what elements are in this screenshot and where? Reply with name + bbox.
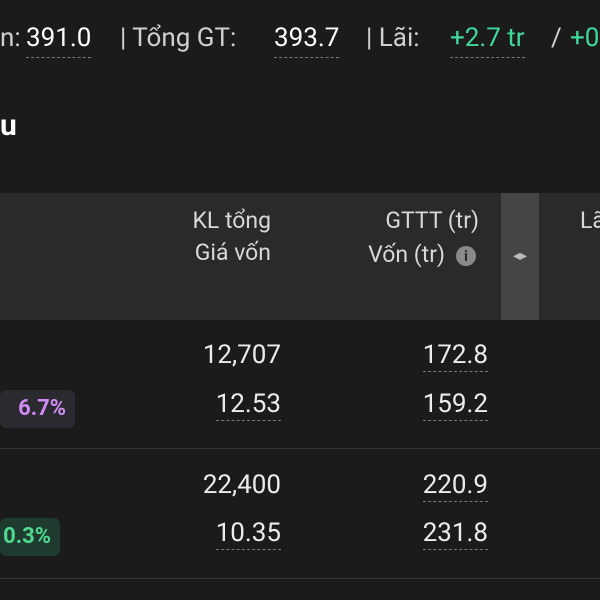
summary-value[interactable]: +2.7 tr [450,20,525,58]
cell: 172.8 [348,340,488,372]
table-header [0,193,600,320]
info-icon[interactable]: i [456,246,476,266]
cost-price[interactable]: 12.53 [215,389,281,421]
cell: 10.35 [141,518,281,550]
cost-price[interactable]: 10.35 [215,518,281,550]
cell: 231.8 [348,518,488,550]
summary-label: / [551,23,562,53]
volume: 12,707 [202,340,281,370]
summary-value[interactable]: +0 [570,23,600,53]
section-title: u [0,108,17,143]
cell: 220.9 [348,470,488,502]
header-text: Lã [580,207,600,234]
summary-label: | Lãi: [366,23,420,53]
summary-label: | Tổng GT: [120,23,237,53]
summary-label: n: [0,23,21,53]
change-badge: 6.7% [0,390,75,428]
market-value[interactable]: 172.8 [422,340,488,372]
header-text: KL tổng [192,207,271,234]
row-divider [0,578,600,579]
summary-value[interactable]: 393.7 [274,20,340,58]
volume: 22,400 [202,470,281,500]
header-text: GTTT (tr) [385,207,479,234]
cell: 159.2 [348,389,488,421]
market-value[interactable]: 220.9 [422,470,488,502]
column-toggle[interactable]: ◂▸ [501,193,539,320]
capital[interactable]: 231.8 [422,518,488,550]
cell: 12.53 [141,389,281,421]
row-divider [0,448,600,449]
summary-value[interactable]: 391.0 [26,20,92,58]
header-text: Vốn (tr) [368,241,445,268]
capital[interactable]: 159.2 [422,389,488,421]
change-badge: 0.3% [0,518,60,556]
header-text: Giá vốn [194,239,271,266]
